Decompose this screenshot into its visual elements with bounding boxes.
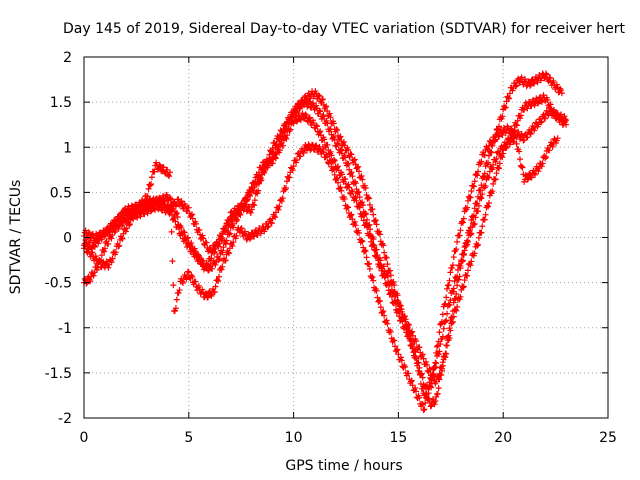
chart-title: Day 145 of 2019, Sidereal Day-to-day VTE…	[63, 21, 625, 37]
plot-frame	[83, 56, 609, 419]
grid	[84, 57, 608, 418]
y-axis-label: SDTVAR / TECUs	[8, 180, 24, 295]
y-tick-label: 0.5	[50, 185, 72, 201]
y-tick-label: 1	[63, 140, 72, 156]
y-tick-label: -1.5	[45, 366, 72, 382]
x-tick-label: 5	[184, 430, 193, 446]
series-1	[81, 70, 565, 410]
x-tick-label: 25	[599, 430, 617, 446]
data-points	[81, 70, 570, 414]
y-tick-label: 2	[63, 50, 72, 66]
y-tick-label: -0.5	[45, 276, 72, 292]
x-tick-labels: 0 5 10 15 20 25	[80, 430, 617, 446]
y-tick-label: 1.5	[50, 95, 72, 111]
y-tick-label: -2	[58, 411, 72, 427]
x-axis-label: GPS time / hours	[285, 458, 402, 474]
x-tick-label: 15	[389, 430, 407, 446]
y-tick-label: 0	[63, 231, 72, 247]
x-tick-label: 20	[494, 430, 512, 446]
y-tick-label: -1	[58, 321, 72, 337]
series-markers	[81, 70, 565, 410]
axis-ticks	[83, 56, 609, 419]
x-tick-label: 10	[285, 430, 303, 446]
x-tick-label: 0	[80, 430, 89, 446]
y-tick-labels: -2 -1.5 -1 -0.5 0 0.5 1 1.5 2	[45, 50, 72, 427]
